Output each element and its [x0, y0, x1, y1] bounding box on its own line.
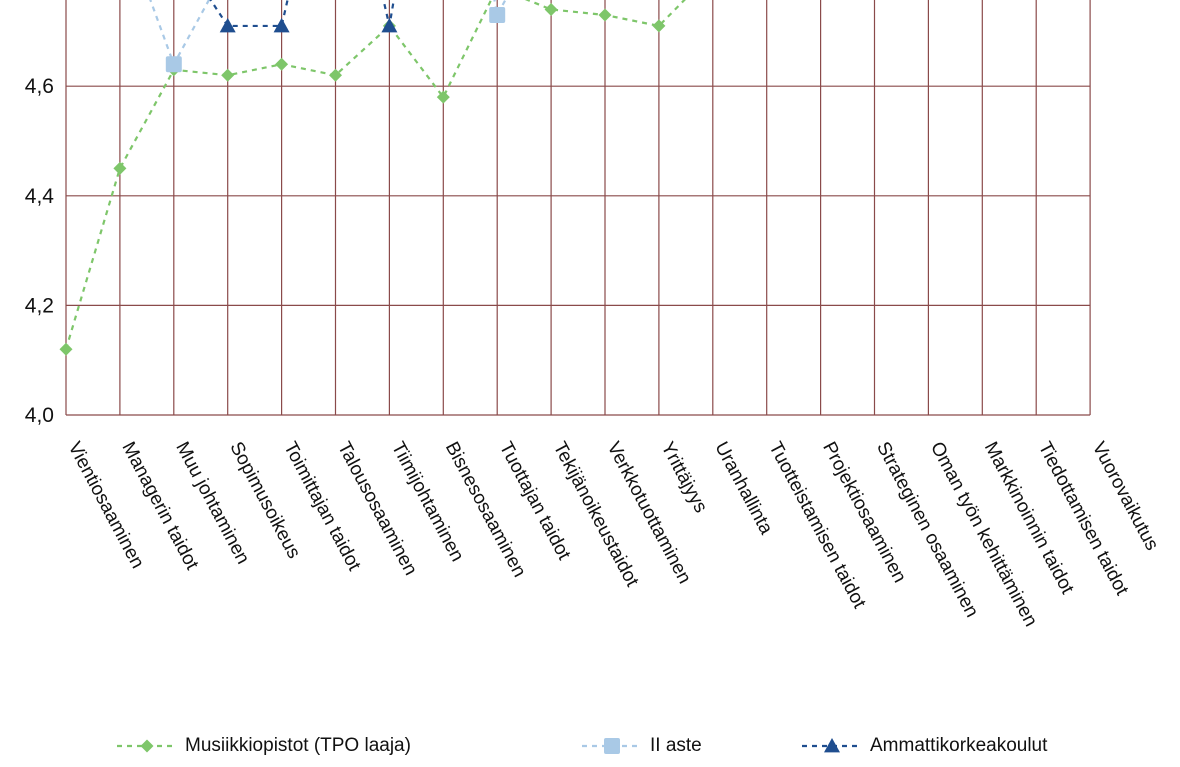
- legend-label: Musiikkiopistot (TPO laaja): [185, 735, 411, 756]
- series-1-marker: [436, 90, 450, 104]
- series-1-marker: [275, 57, 289, 71]
- x-category-label: Oman työn kehittäminen: [926, 438, 1041, 630]
- series-line-1: [64, 0, 686, 350]
- series-1-marker: [652, 19, 666, 33]
- grid-lines: [65, 0, 1091, 416]
- y-axis-ticks: 4,04,24,44,64,85,05,25,4: [25, 75, 55, 427]
- series-1-marker: [544, 2, 558, 16]
- legend-swatch: [802, 738, 862, 753]
- legend-swatch: [582, 738, 642, 754]
- series-line-3: [209, 0, 395, 28]
- legend-swatch: [117, 739, 177, 753]
- legend-item: Ammattikorkeakoulut: [800, 728, 1047, 764]
- x-category-label: Tuotteistamisen taidot: [764, 438, 870, 612]
- x-category-label: Yrittäjyys: [656, 438, 711, 516]
- line-chart: 4,04,24,44,64,85,05,25,4 Vientiosaaminen…: [25, 0, 1163, 630]
- legend-item: Musiikkiopistot (TPO laaja): [115, 728, 411, 764]
- series-1-marker: [113, 161, 127, 175]
- y-tick-label: 4,2: [25, 294, 54, 317]
- series-1-marker: [598, 8, 612, 22]
- series-1-marker: [221, 68, 235, 82]
- legend-item: II aste: [580, 728, 702, 764]
- legend-label: Ammattikorkeakoulut: [870, 735, 1048, 756]
- series-line-2: [149, 0, 507, 67]
- legend-swatch-marker: [604, 738, 620, 754]
- series-3-marker: [381, 17, 398, 33]
- chart-legend: Musiikkiopistot (TPO laaja) II aste Ammatt…: [0, 728, 1180, 764]
- legend-swatch-marker: [140, 739, 154, 753]
- y-tick-label: 4,4: [25, 185, 55, 208]
- series-1-marker: [59, 342, 73, 356]
- series-3-marker: [219, 17, 236, 33]
- legend-label: II aste: [650, 735, 702, 756]
- series-2-marker: [489, 6, 506, 23]
- series-lines: [64, 0, 686, 350]
- series-1-marker: [329, 68, 342, 82]
- series-2-marker: [165, 56, 182, 73]
- y-tick-label: 4,6: [25, 75, 54, 98]
- series-markers: [59, 2, 666, 356]
- series-3-marker: [273, 17, 290, 33]
- y-tick-label: 4,0: [25, 404, 54, 427]
- x-category-label: Strateginen osaaminen: [872, 438, 982, 620]
- x-category-label: Uranhallinta: [710, 438, 776, 538]
- legend-swatch-marker: [824, 738, 840, 753]
